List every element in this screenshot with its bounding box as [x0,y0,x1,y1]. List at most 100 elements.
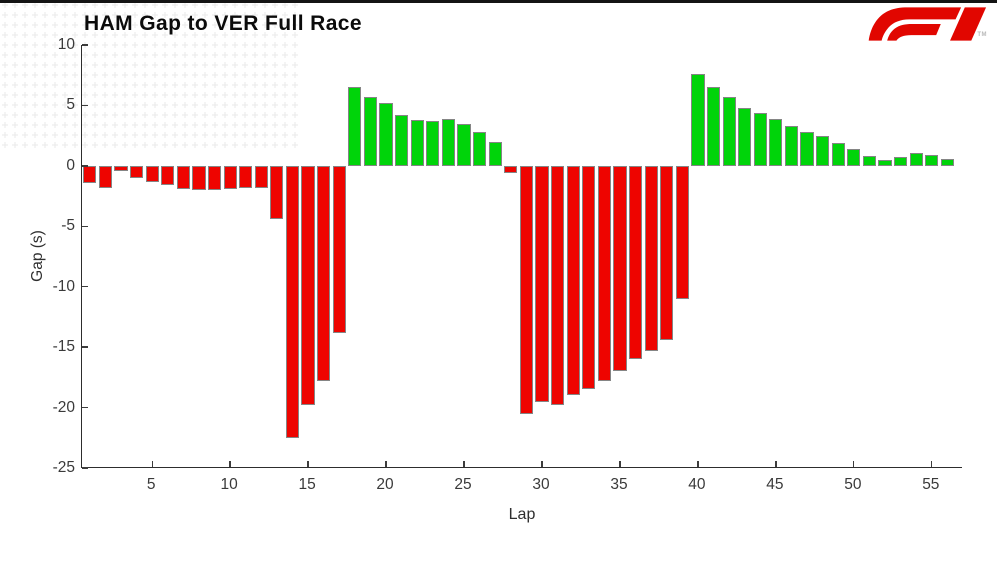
bar-lap-34 [597,165,611,381]
bar-lap-28 [504,165,518,174]
bar-lap-36 [628,165,643,360]
bar-lap-37 [644,165,658,351]
bar-lap-24 [441,118,456,166]
bar-lap-18 [348,87,362,166]
x-tick-label: 10 [220,476,238,493]
x-tick-mark [697,461,699,467]
bar-lap-5 [145,165,159,182]
bar-lap-31 [550,165,565,406]
y-tick-label: 0 [66,156,75,174]
bar-lap-54 [909,152,923,166]
x-tick-mark [385,461,387,467]
y-tick-mark [82,225,88,227]
bar-lap-11 [239,165,253,188]
x-tick-mark [853,461,855,467]
x-tick-mark [307,461,309,467]
y-tick-mark [82,467,88,469]
bar-lap-56 [940,158,954,166]
y-tick-label: -15 [52,338,75,356]
bar-lap-15 [301,165,315,406]
x-tick-mark [931,461,933,467]
bar-lap-39 [675,165,689,299]
bar-lap-47 [800,132,814,166]
x-tick-label: 5 [146,476,156,493]
x-tick-label: 45 [766,476,784,493]
bar-lap-33 [582,165,596,390]
chart-title: HAM Gap to VER Full Race [84,12,362,35]
x-tick-mark [229,461,231,467]
bar-lap-48 [816,135,830,166]
bar-lap-16 [317,165,331,381]
bar-lap-3 [114,165,128,171]
x-tick-mark [619,461,621,467]
bar-lap-51 [862,156,877,166]
bar-chart-plot [81,44,962,469]
y-tick-mark [82,104,88,107]
x-tick-mark [775,461,777,467]
bar-lap-2 [98,165,112,188]
bar-lap-30 [535,165,549,402]
bar-lap-26 [473,132,487,166]
y-tick-label: -10 [52,277,75,295]
y-tick-mark [82,406,88,409]
bar-lap-14 [285,165,300,438]
bar-lap-8 [192,165,206,190]
bar-lap-19 [363,96,378,166]
bar-lap-46 [784,125,799,166]
bar-lap-4 [129,165,144,178]
x-tick-mark [541,461,543,467]
bar-lap-50 [847,148,861,166]
x-tick-label: 25 [454,476,472,493]
y-tick-label: -20 [52,398,75,416]
bar-lap-7 [176,165,190,189]
plus-grid-background [0,0,300,150]
bar-lap-20 [379,103,393,166]
bar-lap-38 [660,165,674,340]
bar-lap-9 [207,165,222,190]
x-tick-label: 35 [610,476,628,493]
x-tick-mark [463,461,465,467]
y-tick-mark [82,346,88,348]
top-edge-bar [0,0,997,3]
bar-lap-21 [395,115,409,166]
bar-lap-42 [722,96,736,166]
y-tick-mark [82,165,88,167]
bar-lap-40 [691,74,705,166]
bar-lap-35 [613,165,627,372]
x-tick-label: 30 [532,476,550,493]
bar-lap-12 [254,165,268,188]
x-tick-label: 55 [922,476,940,493]
bar-lap-22 [410,119,424,166]
bar-lap-10 [223,165,237,189]
bar-lap-1 [83,165,97,183]
x-axis-label: Lap [508,506,536,523]
bar-lap-41 [706,87,721,166]
trademark-label: TM [977,32,987,38]
x-tick-label: 15 [298,476,316,493]
bar-lap-6 [161,165,175,186]
bar-lap-52 [878,159,892,166]
y-tick-mark [82,286,88,288]
bar-lap-53 [894,157,908,166]
bar-lap-13 [270,165,284,220]
y-tick-label: -25 [52,459,75,476]
y-tick-label: -5 [61,217,75,235]
bar-lap-23 [426,121,440,166]
bar-lap-55 [925,154,939,166]
x-tick-label: 20 [376,476,394,493]
bar-lap-27 [488,141,502,166]
bar-lap-45 [769,118,783,166]
bar-lap-32 [566,165,580,396]
bar-lap-43 [738,107,752,166]
x-tick-label: 50 [844,476,862,493]
y-tick-mark [82,44,88,46]
bar-lap-29 [519,165,533,414]
f1-logo-icon [865,4,987,44]
bar-lap-49 [831,142,845,166]
bar-lap-17 [332,165,346,333]
bar-lap-44 [753,112,767,166]
x-tick-label: 40 [688,476,706,493]
y-tick-label: 5 [66,96,75,114]
y-tick-label: 10 [57,36,75,53]
